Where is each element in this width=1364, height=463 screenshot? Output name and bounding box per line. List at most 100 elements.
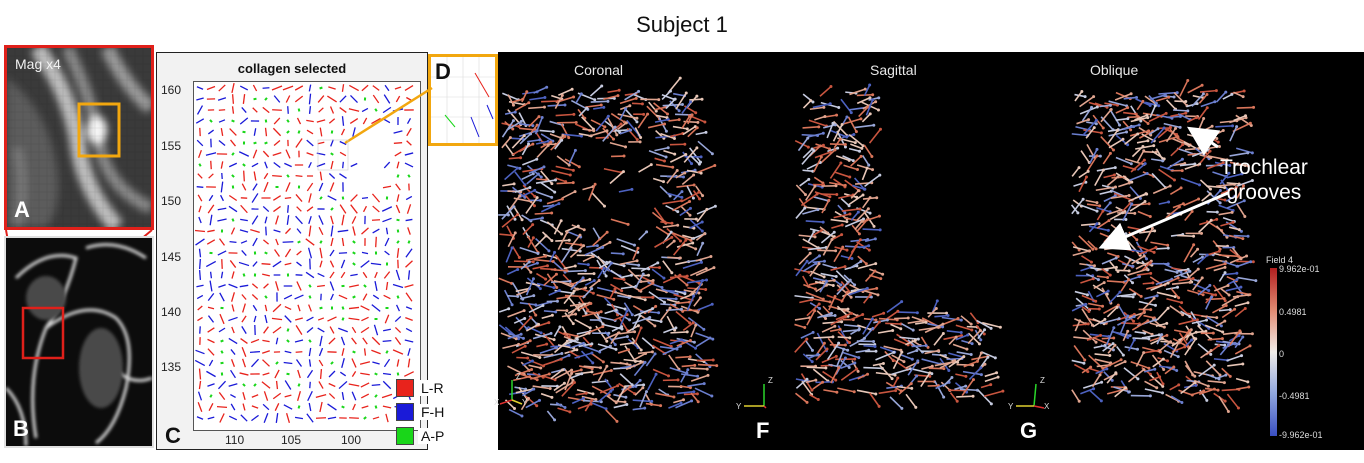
- vector-arrow: [584, 279, 595, 286]
- vector-arrowhead: [945, 311, 949, 315]
- vector-arrowhead: [558, 325, 562, 329]
- vector-arrowhead: [1143, 162, 1147, 166]
- vector-segment: [352, 350, 356, 354]
- vector-arrow: [1212, 171, 1227, 178]
- vector-arrow: [672, 125, 688, 130]
- vector-segment: [341, 317, 345, 321]
- vector-arrowhead: [852, 133, 856, 137]
- vector-arrow: [597, 365, 608, 382]
- vector-arrow: [1213, 284, 1229, 292]
- vector-arrowhead: [812, 229, 816, 233]
- vector-arrow: [1149, 105, 1157, 118]
- vector-arrow: [659, 185, 671, 197]
- vector-arrow: [690, 392, 699, 403]
- vector-arrowhead: [1240, 354, 1244, 358]
- vector-arrowhead: [567, 353, 571, 357]
- vector-arrowhead: [1215, 217, 1219, 221]
- vector-segment: [370, 262, 382, 266]
- vector-arrowhead: [959, 318, 963, 322]
- vector-arrowhead: [839, 283, 843, 287]
- vector-arrowhead: [874, 262, 878, 266]
- vector-segment: [385, 281, 389, 291]
- vector-arrow: [667, 256, 681, 259]
- vector-arrowhead: [870, 317, 874, 321]
- vector-arrow: [695, 185, 704, 197]
- vector-arrow: [1096, 166, 1116, 172]
- vector-arrowhead: [1131, 295, 1135, 299]
- vector-arrow: [1085, 273, 1099, 281]
- vector-arrow: [519, 133, 532, 145]
- vector-arrow: [1103, 304, 1119, 315]
- vector-arrowhead: [1129, 92, 1133, 96]
- vector-arrow: [680, 305, 699, 313]
- vector-arrow: [689, 154, 700, 165]
- vector-arrowhead: [866, 372, 870, 376]
- vector-arrowhead: [1142, 309, 1146, 313]
- vector-arrow: [1071, 303, 1086, 312]
- vector-segment: [371, 117, 381, 125]
- vector-arrowhead: [1160, 336, 1164, 340]
- vector-arrowhead: [1176, 135, 1180, 139]
- vector-arrowhead: [1248, 121, 1252, 125]
- vector-segment: [372, 205, 380, 213]
- vector-arrowhead: [1091, 247, 1095, 251]
- vector-arrowhead: [612, 297, 616, 301]
- vector-arrowhead: [1223, 271, 1227, 275]
- vector-arrowhead: [1149, 308, 1153, 312]
- vector-arrowhead: [1212, 387, 1216, 391]
- vector-segment: [264, 304, 268, 312]
- vector-arrow: [1122, 175, 1133, 183]
- vector-arrow: [669, 339, 682, 345]
- vector-arrow: [1234, 336, 1244, 349]
- vector-segment: [341, 84, 345, 92]
- vector-arrow: [536, 144, 549, 158]
- vector-segment: [231, 152, 235, 156]
- vector-arrow: [1120, 279, 1130, 292]
- vector-segment: [392, 349, 404, 355]
- vector-segment: [240, 240, 248, 244]
- vector-arrowhead: [1126, 106, 1130, 110]
- vector-arrowhead: [671, 165, 675, 169]
- colorbar-tick: 0: [1279, 349, 1285, 359]
- vector-arrow: [588, 130, 608, 138]
- vector-arrowhead: [1246, 293, 1250, 297]
- vector-arrow: [1114, 92, 1132, 101]
- vector-arrow: [1096, 210, 1104, 221]
- vector-arrow: [624, 345, 637, 362]
- vector-arrow: [801, 380, 813, 395]
- vector-segment: [252, 183, 258, 191]
- vector-arrowhead: [698, 197, 702, 201]
- vector-segment: [219, 413, 225, 423]
- vector-segment: [231, 304, 235, 312]
- vector-arrowhead: [511, 103, 515, 107]
- vector-segment: [271, 317, 283, 321]
- vector-arrow: [550, 369, 564, 380]
- vector-arrowhead: [1139, 294, 1143, 298]
- vector-arrow: [518, 112, 527, 126]
- vector-arrow: [556, 296, 569, 300]
- vector-arrow: [508, 195, 521, 212]
- vector-arrowhead: [688, 206, 692, 210]
- vector-segment: [382, 405, 392, 409]
- vector-arrow: [668, 402, 682, 409]
- vector-arrow: [857, 255, 867, 265]
- vector-arrow: [1236, 185, 1245, 199]
- vector-arrow: [518, 386, 529, 401]
- vector-arrow: [525, 399, 540, 409]
- vector-segment: [371, 304, 381, 312]
- vector-segment: [296, 391, 302, 401]
- vector-arrow: [536, 178, 547, 181]
- vector-arrow: [507, 232, 516, 248]
- vector-arrow: [1136, 163, 1146, 171]
- panel-g-axis-triad: Z Y X: [1008, 374, 1050, 414]
- vector-arrow: [1106, 176, 1119, 187]
- vector-arrowhead: [1148, 261, 1152, 265]
- vector-arrow: [934, 380, 945, 398]
- vector-segment: [330, 293, 334, 301]
- vector-arrow: [696, 208, 708, 223]
- vector-arrowhead: [1251, 260, 1255, 264]
- vector-arrow: [670, 331, 688, 334]
- vector-arrow: [1100, 136, 1115, 151]
- vector-arrow: [798, 197, 806, 208]
- vector-arrowhead: [1165, 333, 1169, 337]
